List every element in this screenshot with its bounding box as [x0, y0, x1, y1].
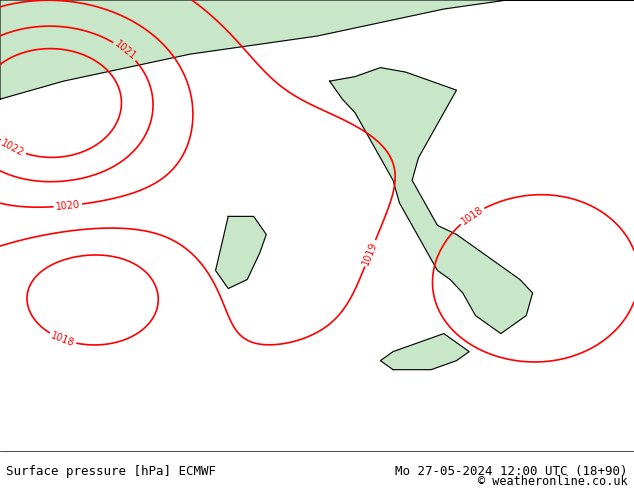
- Text: Surface pressure [hPa] ECMWF: Surface pressure [hPa] ECMWF: [6, 465, 216, 478]
- Text: 1018: 1018: [49, 330, 76, 348]
- Text: 1021: 1021: [112, 39, 138, 62]
- Text: 1018: 1018: [459, 204, 485, 227]
- Polygon shape: [330, 68, 533, 334]
- Text: 1019: 1019: [361, 240, 379, 267]
- Text: Mo 27-05-2024 12:00 UTC (18+90): Mo 27-05-2024 12:00 UTC (18+90): [395, 465, 628, 478]
- Polygon shape: [0, 0, 634, 99]
- Text: 1022: 1022: [0, 138, 26, 158]
- Polygon shape: [216, 217, 266, 289]
- Text: 1020: 1020: [55, 199, 81, 212]
- Polygon shape: [380, 334, 469, 369]
- Text: © weatheronline.co.uk: © weatheronline.co.uk: [478, 475, 628, 488]
